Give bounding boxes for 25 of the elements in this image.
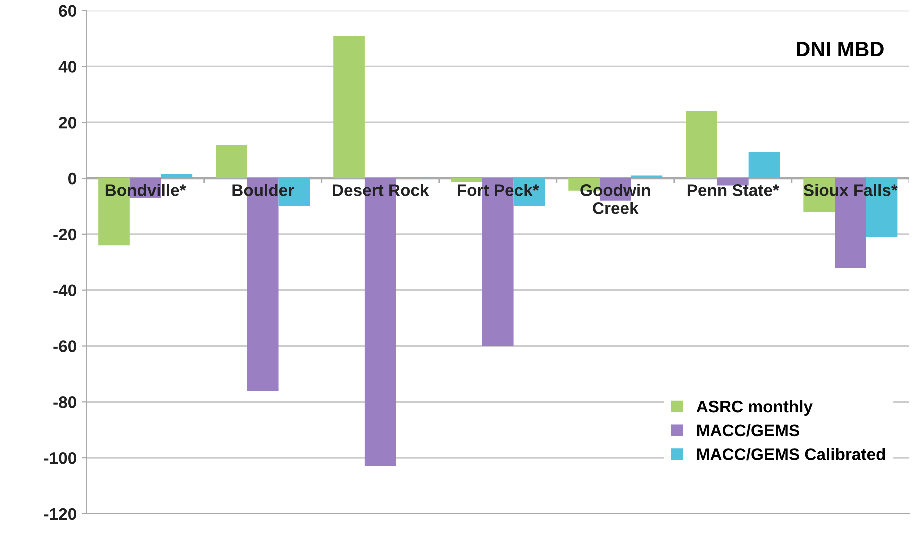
bar <box>631 176 663 179</box>
y-tick-label: -60 <box>54 340 76 352</box>
y-tick-label: 20 <box>59 117 76 129</box>
y-tick-label: -80 <box>54 396 76 408</box>
bar <box>451 178 482 182</box>
bar <box>216 144 248 179</box>
y-tick-label: 60 <box>59 5 76 18</box>
x-tick-label: Goodwin Creek <box>580 184 650 214</box>
x-tick-label: Bondville* <box>106 184 186 196</box>
x-tick-label: Penn State* <box>688 184 780 196</box>
legend-label: ASRC monthly <box>696 400 813 416</box>
bar <box>748 152 780 179</box>
bar <box>717 178 749 186</box>
text: DNI MBD <box>797 42 884 56</box>
y-tick-label: 0 <box>68 172 76 185</box>
bar <box>334 36 365 179</box>
bar <box>686 111 718 179</box>
y-tick-label: -120 <box>44 508 76 520</box>
y-tick-label: -100 <box>44 452 76 464</box>
y-tick-label: 40 <box>58 61 76 73</box>
y-tick-label: -40 <box>54 284 76 297</box>
y-tick-label: -20 <box>54 228 76 241</box>
legend-label: MACC/GEMS <box>697 424 800 437</box>
bar <box>161 174 193 179</box>
legend-label: MACC/GEMS Calibrated <box>697 448 886 461</box>
